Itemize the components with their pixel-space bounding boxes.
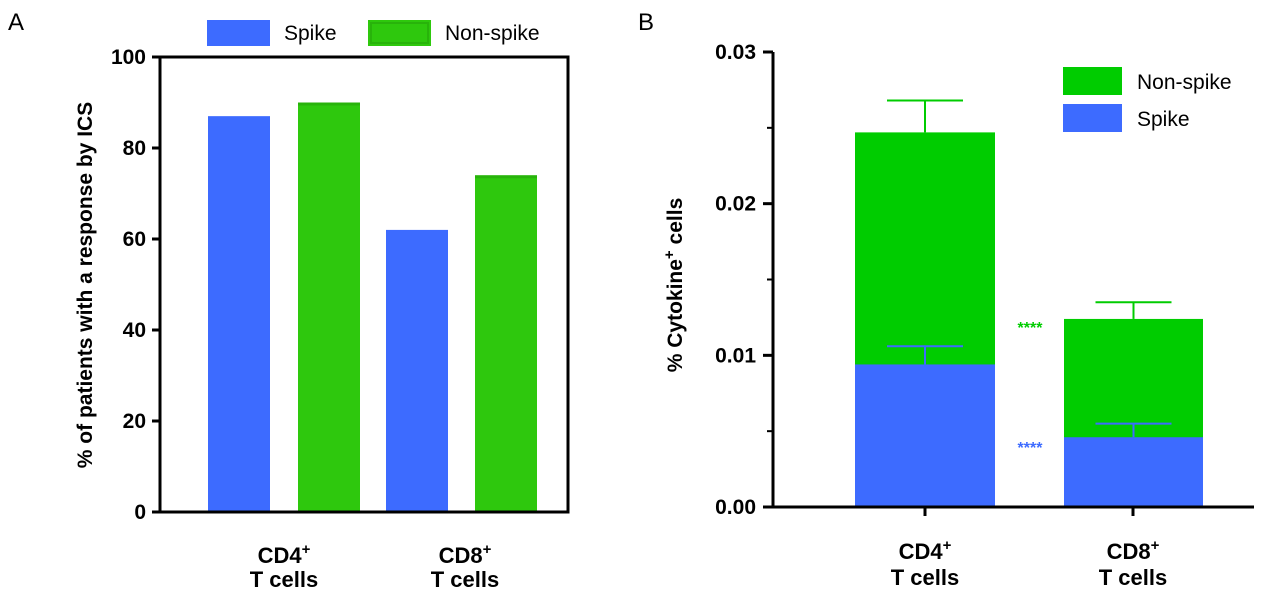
y-tick-label: 60 — [123, 228, 146, 251]
y-tick-label: 20 — [123, 410, 146, 433]
panel-a-y-axis-label: % of patients with a response by ICS — [74, 102, 97, 468]
legend-swatch-spike — [207, 20, 270, 46]
x-category-label: CD8+ — [439, 541, 492, 568]
bar-non-spike-1 — [475, 175, 537, 513]
panel-letter-b: B — [638, 9, 654, 36]
y-tick-label: 0.03 — [715, 41, 756, 64]
panel-a-legend: Spike Non-spike — [207, 20, 540, 46]
y-tick-label: 100 — [111, 46, 146, 69]
bar-spike-0 — [208, 116, 270, 513]
x-category-label: CD4+ — [258, 541, 311, 568]
significance-non-spike: **** — [1018, 320, 1044, 337]
y-label-rest: cells — [664, 198, 687, 251]
panel-b-y-axis-label: % Cytokine+ cells — [661, 198, 687, 373]
bar-top-edge-1 — [475, 175, 537, 179]
x-category-line2: T cells — [891, 565, 959, 590]
bar-spike-1 — [1064, 437, 1203, 507]
category-superscript: + — [483, 541, 492, 558]
y-tick-label: 0.00 — [715, 496, 756, 519]
legend-label-spike: Spike — [1137, 108, 1190, 131]
panel-b-annotations: **** **** — [1018, 320, 1044, 457]
legend-label-spike: Spike — [284, 22, 337, 45]
significance-spike: **** — [1018, 440, 1044, 457]
panel-b-bars — [855, 99, 1203, 507]
category-superscript: + — [943, 537, 952, 554]
category-superscript: + — [1151, 537, 1160, 554]
y-tick-label: 0.02 — [715, 193, 756, 216]
x-category-line2: T cells — [1099, 565, 1167, 590]
plot-frame — [158, 55, 570, 514]
panel-a-bars — [208, 102, 537, 513]
category-main: CD4 — [258, 543, 303, 568]
y-tick-label: 80 — [123, 137, 146, 160]
category-main: CD8 — [439, 543, 483, 568]
category-superscript: + — [302, 541, 311, 558]
bar-top-edge-0 — [298, 102, 360, 106]
legend-label-non-spike: Non-spike — [1137, 71, 1232, 94]
legend-swatch-non-spike — [1063, 67, 1122, 95]
bar-spike-1 — [386, 229, 448, 512]
x-category-line2: T cells — [431, 567, 499, 590]
category-main: CD8 — [1107, 539, 1151, 564]
category-main: CD4 — [899, 539, 944, 564]
x-category-label: CD4+ — [899, 537, 952, 564]
legend-label-non-spike: Non-spike — [445, 22, 540, 45]
bar-spike-0 — [855, 364, 995, 507]
legend-swatch-non-spike — [368, 20, 431, 46]
y-tick-label: 40 — [123, 319, 146, 342]
x-category-label: CD8+ — [1107, 537, 1160, 564]
y-tick-label: 0.01 — [715, 344, 756, 367]
x-category-line2: T cells — [250, 567, 318, 590]
legend-swatch-non-spike-edge — [370, 22, 429, 44]
panel-b-legend: Non-spike Spike — [1063, 67, 1232, 132]
y-tick-label: 0 — [134, 501, 146, 524]
bar-non-spike-0 — [298, 102, 360, 512]
legend-swatch-spike — [1063, 104, 1122, 132]
y-label-main: % Cytokine — [664, 259, 687, 372]
panel-letter-a: A — [8, 9, 24, 36]
y-label-superscript: + — [661, 250, 678, 259]
